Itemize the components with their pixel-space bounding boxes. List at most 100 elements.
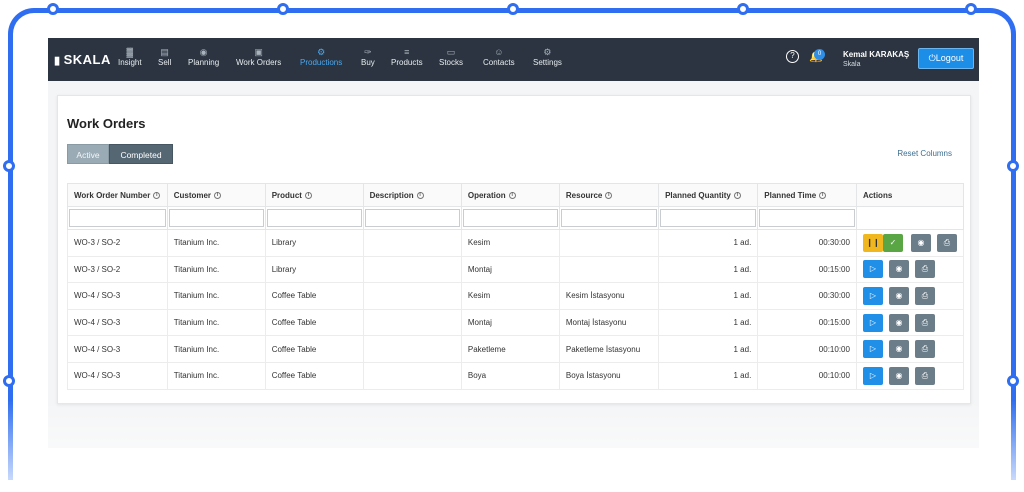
filter-customer[interactable] bbox=[168, 209, 264, 227]
work-orders-card: Work Orders Active Completed Reset Colum… bbox=[57, 95, 971, 404]
info-icon: i bbox=[508, 191, 516, 199]
nav-label: Settings bbox=[533, 58, 562, 67]
app-window: ▮ SKALA ▓ Insight ▤ Sell ◉ Planning ▣ Work Order… bbox=[48, 38, 979, 448]
folder-icon: ▭ bbox=[446, 47, 456, 57]
cell-actions: ▷ ◉ ⎙ bbox=[855, 282, 965, 310]
nav-item-work-orders[interactable]: ▣ Work Orders bbox=[236, 47, 281, 67]
cell-product: Coffee Table bbox=[264, 282, 364, 310]
nav-item-contacts[interactable]: ☺ Contacts bbox=[483, 47, 515, 67]
col-customer[interactable]: Customer i bbox=[166, 183, 266, 207]
start-button[interactable]: ▷ bbox=[862, 313, 883, 332]
col-operation[interactable]: Operation i bbox=[460, 183, 560, 207]
table-row[interactable]: WO-4 / SO-3 Titanium Inc. Coffee Table Pake… bbox=[67, 335, 965, 363]
brand-logo[interactable]: ▮ SKALA bbox=[54, 52, 111, 67]
cell-operation: Paketleme bbox=[460, 335, 560, 363]
cell-work-order: WO-4 / SO-3 bbox=[67, 308, 168, 337]
info-icon: i bbox=[214, 191, 222, 199]
filter-planned-quantity[interactable] bbox=[660, 209, 757, 227]
cell-operation: Montaj bbox=[460, 255, 560, 284]
col-resource[interactable]: Resource i bbox=[558, 183, 660, 207]
print-button[interactable]: ⎙ bbox=[914, 340, 935, 359]
user-menu[interactable]: Kemal KARAKAŞ Skala bbox=[843, 50, 909, 68]
filter-description[interactable] bbox=[364, 209, 460, 227]
tab-completed[interactable]: Completed bbox=[109, 144, 173, 164]
cell-actions: ▷ ◉ ⎙ bbox=[855, 335, 965, 363]
print-button[interactable]: ⎙ bbox=[914, 286, 935, 305]
header-row: Work Order Number i Customer i Product i De… bbox=[67, 183, 965, 207]
cell-actions: ▷ ◉ ⎙ bbox=[855, 361, 965, 390]
power-icon: ⏻ bbox=[928, 53, 936, 63]
nav-item-insight[interactable]: ▓ Insight bbox=[118, 47, 142, 67]
info-icon: i bbox=[153, 191, 161, 199]
filter-planned-time[interactable] bbox=[759, 209, 855, 227]
start-button[interactable]: ▷ bbox=[862, 260, 883, 279]
table-row[interactable]: WO-3 / SO-2 Titanium Inc. Library Montaj 1 a… bbox=[67, 255, 965, 284]
cell-operation: Montaj bbox=[460, 308, 560, 337]
cell-operation: Kesim bbox=[460, 282, 560, 310]
notification-badge: 0 bbox=[814, 49, 825, 60]
cell-work-order: WO-4 / SO-3 bbox=[67, 335, 168, 363]
info-icon: i bbox=[733, 191, 741, 199]
view-button[interactable]: ◉ bbox=[888, 286, 909, 305]
tab-active[interactable]: Active bbox=[67, 144, 109, 164]
filter-resource[interactable] bbox=[560, 209, 658, 227]
filter-operation[interactable] bbox=[462, 209, 558, 227]
start-button[interactable]: ▷ bbox=[862, 286, 883, 305]
nav-item-stocks[interactable]: ▭ Stocks bbox=[439, 47, 463, 67]
print-button[interactable]: ⎙ bbox=[936, 233, 957, 252]
col-planned-quantity[interactable]: Planned Quantity i bbox=[658, 183, 759, 207]
print-button[interactable]: ⎙ bbox=[914, 260, 935, 279]
help-icon[interactable]: ? bbox=[786, 50, 799, 63]
view-button[interactable]: ◉ bbox=[888, 366, 909, 385]
reset-columns-link[interactable]: Reset Columns bbox=[897, 149, 952, 158]
nav-item-productions[interactable]: ⚙ Productions bbox=[300, 47, 342, 67]
cell-customer: Titanium Inc. bbox=[166, 308, 266, 337]
nav-item-sell[interactable]: ▤ Sell bbox=[158, 47, 171, 67]
filter-work-order-number[interactable] bbox=[69, 209, 166, 227]
cell-customer: Titanium Inc. bbox=[166, 255, 266, 284]
register-icon: ▤ bbox=[160, 47, 169, 57]
cell-description bbox=[362, 282, 462, 310]
table-body: WO-3 / SO-2 Titanium Inc. Library Kesim 1 ad… bbox=[67, 229, 965, 390]
pause-button[interactable]: ❙❙ bbox=[862, 233, 883, 252]
complete-button[interactable]: ✓ bbox=[882, 233, 903, 252]
nav-item-products[interactable]: ≡ Products bbox=[391, 47, 423, 67]
table-row[interactable]: WO-4 / SO-3 Titanium Inc. Coffee Table Mont… bbox=[67, 308, 965, 337]
logout-button[interactable]: ⏻Logout bbox=[918, 48, 974, 69]
logo-bars-icon: ▮ bbox=[54, 55, 61, 67]
info-icon: i bbox=[304, 191, 312, 199]
nav-item-planning[interactable]: ◉ Planning bbox=[188, 47, 219, 67]
start-button[interactable]: ▷ bbox=[862, 366, 883, 385]
start-button[interactable]: ▷ bbox=[862, 340, 883, 359]
cell-time: 00:30:00 bbox=[757, 282, 857, 310]
col-product[interactable]: Product i bbox=[264, 183, 364, 207]
table-row[interactable]: WO-4 / SO-3 Titanium Inc. Coffee Table Kesi… bbox=[67, 282, 965, 310]
nav-label: Productions bbox=[300, 58, 343, 67]
col-description[interactable]: Description i bbox=[362, 183, 462, 207]
table-row[interactable]: WO-3 / SO-2 Titanium Inc. Library Kesim 1 ad… bbox=[67, 229, 965, 257]
cell-customer: Titanium Inc. bbox=[166, 361, 266, 390]
clipboard-icon: ▣ bbox=[254, 47, 263, 57]
view-button[interactable]: ◉ bbox=[888, 340, 909, 359]
view-button[interactable]: ◉ bbox=[888, 260, 909, 279]
cell-time: 00:30:00 bbox=[757, 229, 857, 257]
nav-item-buy[interactable]: ✑ Buy bbox=[361, 47, 375, 67]
col-planned-time[interactable]: Planned Time i bbox=[757, 183, 857, 207]
frame-dot bbox=[1007, 160, 1019, 172]
print-button[interactable]: ⎙ bbox=[914, 313, 935, 332]
view-button[interactable]: ◉ bbox=[888, 313, 909, 332]
view-button[interactable]: ◉ bbox=[910, 233, 931, 252]
frame-dot bbox=[47, 3, 59, 15]
cell-customer: Titanium Inc. bbox=[166, 335, 266, 363]
cell-resource bbox=[558, 255, 660, 284]
table-row[interactable]: WO-4 / SO-3 Titanium Inc. Coffee Table Boya… bbox=[67, 361, 965, 390]
col-work-order-number[interactable]: Work Order Number i bbox=[67, 183, 168, 207]
nav-item-settings[interactable]: ⚙ Settings bbox=[533, 47, 562, 67]
bottom-fade bbox=[0, 400, 1024, 492]
filter-product[interactable] bbox=[266, 209, 362, 227]
frame-dot bbox=[507, 3, 519, 15]
user-name: Kemal KARAKAŞ bbox=[843, 50, 910, 59]
cell-resource: Paketleme İstasyonu bbox=[558, 335, 660, 363]
top-navbar: ▮ SKALA ▓ Insight ▤ Sell ◉ Planning ▣ Work Order… bbox=[48, 38, 979, 81]
print-button[interactable]: ⎙ bbox=[914, 366, 935, 385]
